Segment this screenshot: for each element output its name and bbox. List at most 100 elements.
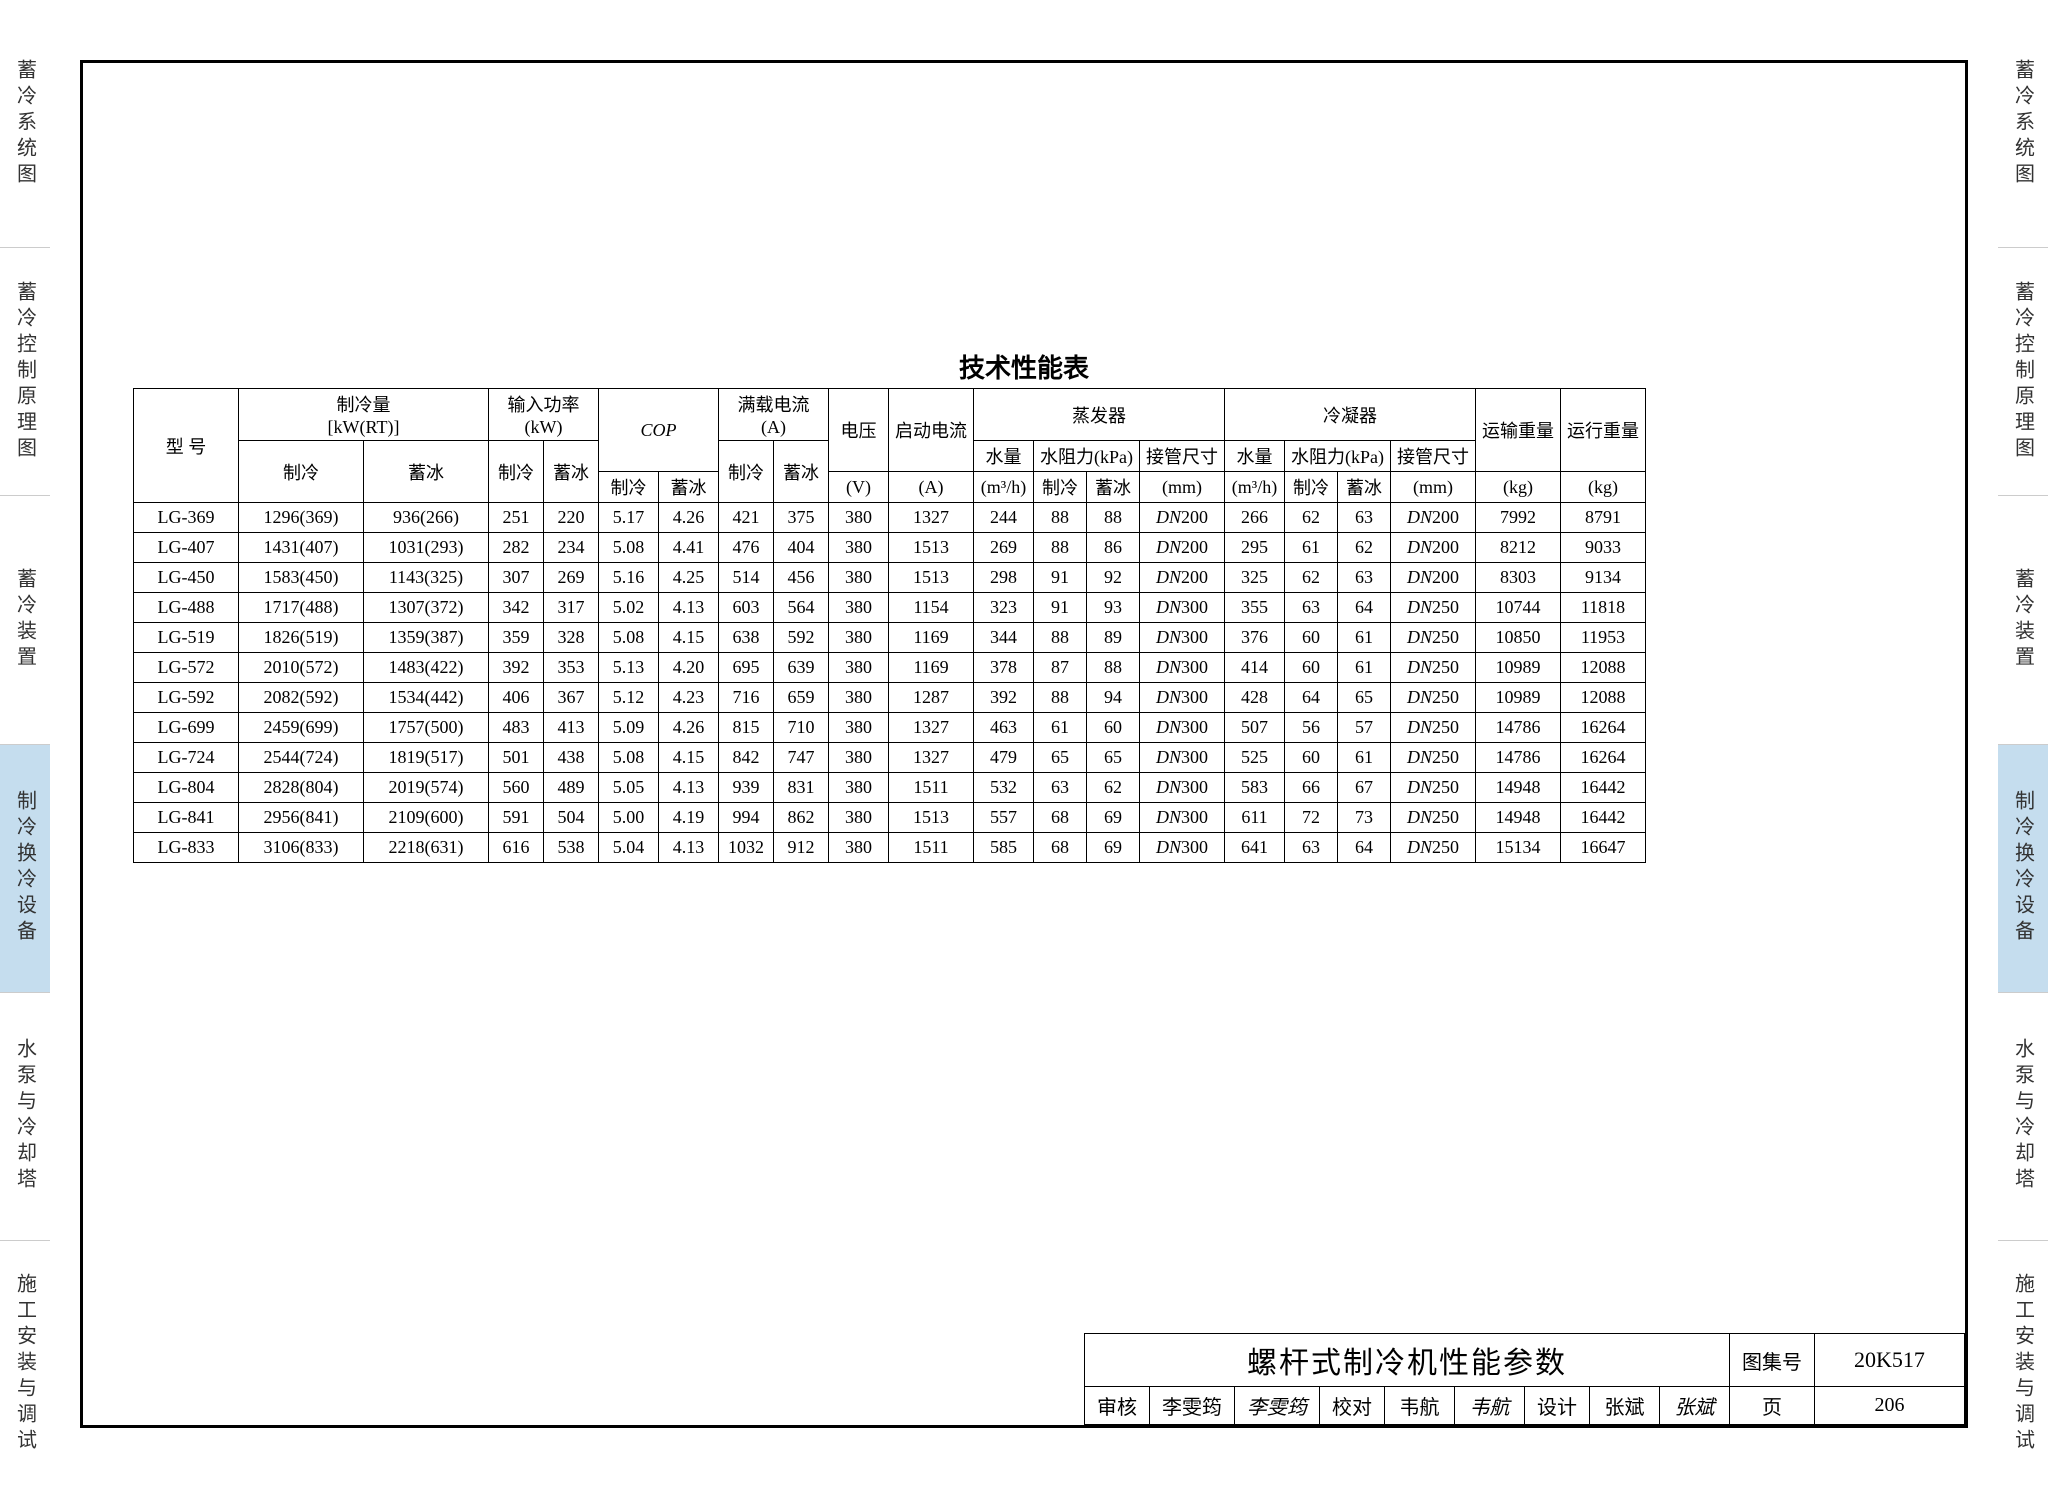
- atlas-label: 图集号: [1730, 1334, 1815, 1387]
- cell-ev_dp_c: 65: [1034, 743, 1087, 773]
- cell-cd_flow: 355: [1225, 593, 1285, 623]
- cell-cur_c: 638: [719, 623, 774, 653]
- cell-ship: 10989: [1476, 683, 1561, 713]
- cell-ev_pipe: DN200: [1140, 503, 1225, 533]
- cell-ev_flow: 344: [974, 623, 1034, 653]
- cell-run: 12088: [1561, 653, 1646, 683]
- cell-pw_i: 328: [544, 623, 599, 653]
- side-tab[interactable]: 蓄冷控制原理图: [0, 248, 50, 496]
- atlas-number: 20K517: [1815, 1334, 1965, 1387]
- designer-name: 张斌: [1590, 1387, 1660, 1425]
- cell-ev_pipe: DN300: [1140, 623, 1225, 653]
- cell-run: 9134: [1561, 563, 1646, 593]
- cell-cd_dp_i: 61: [1338, 623, 1391, 653]
- cell-volt: 380: [829, 593, 889, 623]
- table-row: LG-5191826(519)1359(387)3593285.084.1563…: [134, 623, 1646, 653]
- cell-pw_c: 251: [489, 503, 544, 533]
- cell-cap_c: 1717(488): [239, 593, 364, 623]
- cell-cop_c: 5.12: [599, 683, 659, 713]
- cell-start: 1513: [889, 803, 974, 833]
- cell-cop_c: 5.02: [599, 593, 659, 623]
- cell-cap_c: 2956(841): [239, 803, 364, 833]
- side-tab[interactable]: 施工安装与调试: [0, 1241, 50, 1488]
- cell-model: LG-699: [134, 713, 239, 743]
- cell-start: 1511: [889, 773, 974, 803]
- cell-cd_flow: 611: [1225, 803, 1285, 833]
- cell-cap_c: 2544(724): [239, 743, 364, 773]
- cell-cd_dp_i: 73: [1338, 803, 1391, 833]
- cell-ev_flow: 298: [974, 563, 1034, 593]
- cell-cur_i: 456: [774, 563, 829, 593]
- cell-cd_dp_i: 64: [1338, 833, 1391, 863]
- side-tab[interactable]: 蓄冷装置: [0, 496, 50, 744]
- cell-cd_flow: 266: [1225, 503, 1285, 533]
- side-tab[interactable]: 施工安装与调试: [1998, 1241, 2048, 1488]
- cell-cd_dp_i: 61: [1338, 743, 1391, 773]
- reviewer-name: 李雯筠: [1150, 1387, 1235, 1425]
- cell-ev_flow: 392: [974, 683, 1034, 713]
- table-row: LG-4501583(450)1143(325)3072695.164.2551…: [134, 563, 1646, 593]
- cell-cd_flow: 325: [1225, 563, 1285, 593]
- cell-pw_i: 234: [544, 533, 599, 563]
- side-tab[interactable]: 制冷换冷设备: [1998, 745, 2048, 993]
- cell-ev_dp_c: 88: [1034, 533, 1087, 563]
- cell-cop_c: 5.08: [599, 623, 659, 653]
- cell-cur_c: 476: [719, 533, 774, 563]
- table-row: LG-8333106(833)2218(631)6165385.044.1310…: [134, 833, 1646, 863]
- cell-ship: 15134: [1476, 833, 1561, 863]
- table-row: LG-7242544(724)1819(517)5014385.084.1584…: [134, 743, 1646, 773]
- table-title: 技术性能表: [83, 348, 1965, 385]
- cell-cap_i: 1359(387): [364, 623, 489, 653]
- cell-cop_i: 4.19: [659, 803, 719, 833]
- cell-start: 1287: [889, 683, 974, 713]
- cell-cop_c: 5.04: [599, 833, 659, 863]
- cell-pw_i: 489: [544, 773, 599, 803]
- table-row: LG-5922082(592)1534(442)4063675.124.2371…: [134, 683, 1646, 713]
- check-label: 校对: [1320, 1387, 1385, 1425]
- cell-volt: 380: [829, 833, 889, 863]
- side-tab[interactable]: 蓄冷装置: [1998, 496, 2048, 744]
- cell-volt: 380: [829, 503, 889, 533]
- cell-model: LG-724: [134, 743, 239, 773]
- cell-volt: 380: [829, 803, 889, 833]
- cell-model: LG-369: [134, 503, 239, 533]
- cell-cap_i: 1819(517): [364, 743, 489, 773]
- cell-run: 16442: [1561, 773, 1646, 803]
- cell-cd_dp_c: 60: [1285, 653, 1338, 683]
- cell-ev_dp_i: 86: [1087, 533, 1140, 563]
- cell-cd_flow: 295: [1225, 533, 1285, 563]
- side-tab[interactable]: 蓄冷系统图: [0, 0, 50, 248]
- cell-ev_dp_i: 88: [1087, 653, 1140, 683]
- cell-ship: 10989: [1476, 653, 1561, 683]
- side-tab[interactable]: 蓄冷控制原理图: [1998, 248, 2048, 496]
- cell-ev_flow: 269: [974, 533, 1034, 563]
- cell-model: LG-804: [134, 773, 239, 803]
- cell-ev_pipe: DN300: [1140, 833, 1225, 863]
- table-row: LG-4071431(407)1031(293)2822345.084.4147…: [134, 533, 1646, 563]
- cell-start: 1327: [889, 743, 974, 773]
- page-number: 206: [1815, 1387, 1965, 1425]
- cell-pw_i: 220: [544, 503, 599, 533]
- cell-pw_i: 438: [544, 743, 599, 773]
- cell-ship: 8303: [1476, 563, 1561, 593]
- cell-cur_i: 912: [774, 833, 829, 863]
- cell-ev_dp_c: 68: [1034, 803, 1087, 833]
- cell-pw_c: 591: [489, 803, 544, 833]
- cell-ev_pipe: DN300: [1140, 713, 1225, 743]
- cell-cap_i: 936(266): [364, 503, 489, 533]
- cell-start: 1154: [889, 593, 974, 623]
- cell-cd_pipe: DN250: [1391, 743, 1476, 773]
- drawing-frame: 技术性能表 型 号 制冷量[kW(RT)] 输入功率(kW) COP 满载电流(…: [80, 60, 1968, 1428]
- side-tab[interactable]: 蓄冷系统图: [1998, 0, 2048, 248]
- cell-cap_i: 1757(500): [364, 713, 489, 743]
- cell-run: 16264: [1561, 743, 1646, 773]
- cell-cd_dp_c: 63: [1285, 833, 1338, 863]
- cell-cd_dp_c: 63: [1285, 593, 1338, 623]
- side-tab[interactable]: 制冷换冷设备: [0, 745, 50, 993]
- cell-model: LG-407: [134, 533, 239, 563]
- cell-cd_flow: 583: [1225, 773, 1285, 803]
- side-tab[interactable]: 水泵与冷却塔: [1998, 993, 2048, 1241]
- side-tab[interactable]: 水泵与冷却塔: [0, 993, 50, 1241]
- cell-cd_flow: 507: [1225, 713, 1285, 743]
- cell-cd_pipe: DN250: [1391, 593, 1476, 623]
